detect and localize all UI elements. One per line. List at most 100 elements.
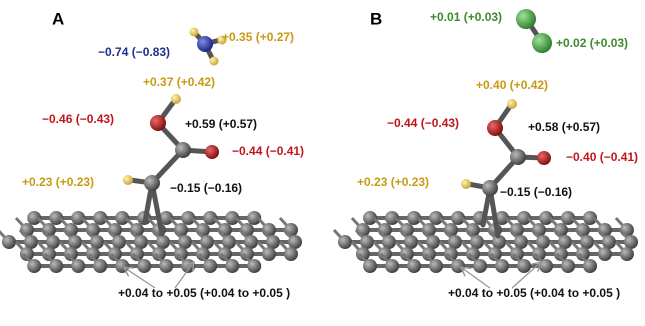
atom-c [470,235,484,249]
atom-c [360,235,374,249]
panel-label: B [370,9,382,28]
atom-c [175,142,191,158]
atom-c [49,259,63,273]
atom-h [123,175,133,185]
atom-c [156,235,170,249]
atom-c [514,235,528,249]
atom-c [482,180,498,196]
charge-label: +0.40 (+0.42) [476,78,548,92]
atom-o [150,115,166,131]
atom-c [222,235,236,249]
atom-n [516,9,536,29]
atom-c [536,235,550,249]
atom-c [620,247,634,261]
atom-c [247,259,261,273]
atom-c [404,235,418,249]
charge-label: −0.15 (−0.16) [500,185,572,199]
atom-c [134,235,148,249]
atom-c [225,259,239,273]
atom-c [385,259,399,273]
graphene-sheets [0,211,638,273]
atom-c [112,235,126,249]
atom-c [602,235,616,249]
atom-c [42,223,56,237]
charge-label: +0.58 (+0.57) [528,120,600,134]
atom-c [240,223,254,237]
atom-c [24,235,38,249]
atom-c [539,259,553,273]
atom-c [426,235,440,249]
atom-c [90,235,104,249]
atom-c [495,259,509,273]
charge-label: −0.15 (−0.16) [170,181,242,195]
atom-h [190,28,199,37]
atom-c [583,259,597,273]
atom-o [537,151,551,165]
charge-label: −0.40 (−0.41) [566,150,638,164]
atom-c [20,223,34,237]
atom-c [203,259,217,273]
atom-c [68,235,82,249]
charge-label: +0.01 (+0.03) [430,10,502,24]
atom-c [262,247,276,261]
atom-c [64,223,78,237]
charge-label: −0.44 (−0.41) [232,144,304,158]
atom-c [86,223,100,237]
atom-c [288,235,302,249]
panel-label: A [52,9,64,28]
atom-c [108,223,122,237]
atom-c [429,259,443,273]
atom-c [517,259,531,273]
charge-label: +0.23 (+0.23) [22,175,94,189]
charge-label: +0.04 to +0.05 (+0.04 to +0.05 ) [448,286,620,300]
figure: A −0.74 (−0.83) +0.35 (+0.27) +0.37 (+0.… [0,0,645,326]
atom-c [159,259,173,273]
charge-label: +0.37 (+0.42) [143,75,215,89]
atom-o [205,145,219,159]
atom-c [473,259,487,273]
atom-c [46,235,60,249]
atom-c [407,259,421,273]
atom-c [262,223,276,237]
atom-n [197,36,213,52]
atom-c [448,235,462,249]
charge-label: +0.35 (+0.27) [222,30,294,44]
charge-label: +0.02 (+0.03) [556,36,628,50]
atom-c [244,235,258,249]
charge-label: +0.59 (+0.57) [185,117,257,131]
atom-c [200,235,214,249]
atom-c [178,235,192,249]
atom-c [196,223,210,237]
atom-c [218,223,232,237]
atom-c [561,259,575,273]
atom-c [284,223,298,237]
atom-c [598,247,612,261]
atom-c [174,223,188,237]
atom-c [144,175,160,191]
atom-c [624,235,638,249]
atom-c [115,259,129,273]
atom-c [338,235,352,249]
atom-c [137,259,151,273]
atom-c [93,259,107,273]
charge-label: +0.04 to +0.05 (+0.04 to +0.05 ) [118,286,290,300]
atom-c [284,247,298,261]
atom-c [181,259,195,273]
atom-c [130,223,144,237]
charge-label: +0.23 (+0.23) [357,175,429,189]
atom-c [510,149,526,165]
charge-label: −0.46 (−0.43) [42,112,114,126]
atom-o [487,120,503,136]
charge-label: −0.74 (−0.83) [98,45,170,59]
atom-c [580,235,594,249]
atom-c [382,235,396,249]
atom-c [27,259,41,273]
atom-c [558,235,572,249]
atom-h [507,99,517,109]
atom-c [266,235,280,249]
atom-h [461,179,471,189]
atom-c [71,259,85,273]
charge-label: −0.44 (−0.43) [387,116,459,130]
atom-c [2,235,16,249]
atom-h [210,57,219,66]
